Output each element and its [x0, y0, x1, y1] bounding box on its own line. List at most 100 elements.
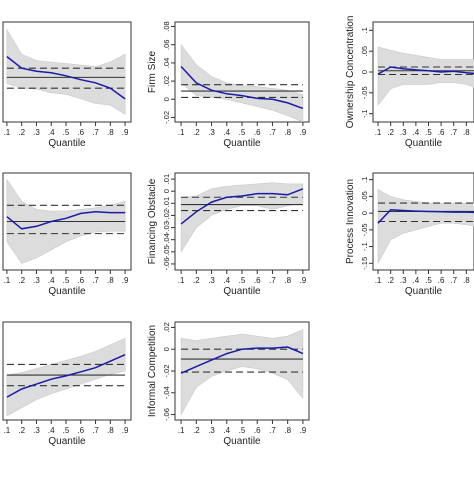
confidence-band [180, 182, 304, 253]
x-tick-label: .5 [239, 426, 246, 435]
quantile-estimate-line [6, 211, 126, 230]
x-tick-label: .9 [300, 426, 307, 435]
x-tick-label: .6 [77, 426, 84, 435]
confidence-band [180, 43, 304, 122]
x-tick-label: .7 [269, 128, 276, 137]
x-tick-label: .6 [77, 128, 84, 137]
x-tick-label: .6 [77, 276, 84, 285]
panel-data-layer [6, 28, 126, 115]
x-axis-title: Quantile [405, 138, 443, 149]
x-tick-label: .8 [107, 426, 114, 435]
y-tick-label: .01 [162, 174, 171, 184]
x-tick-label: .2 [18, 128, 25, 137]
y-tick-label: -.02 [162, 365, 171, 378]
x-tick-label: .8 [284, 128, 291, 137]
x-tick-label: .9 [122, 426, 129, 435]
confidence-band [377, 46, 474, 107]
x-tick-label: .1 [4, 276, 11, 285]
x-tick-label: .6 [254, 128, 261, 137]
y-tick-label: -.1 [360, 242, 369, 251]
y-tick-label: -.15 [360, 257, 369, 270]
quantile-panel-7: .1 .2 .3 .4 .5 .6 .7 .8 .9 Quantile [2, 321, 132, 447]
x-tick-label: .1 [375, 128, 382, 137]
x-tick-label: .5 [425, 276, 432, 285]
x-tick-label: .6 [254, 426, 261, 435]
y-tick-label: -.1 [360, 109, 369, 118]
quantile-estimate-line [377, 209, 474, 224]
y-tick-label: .02 [162, 322, 171, 332]
x-tick-label: .2 [387, 128, 394, 137]
x-tick-label: .4 [48, 276, 55, 285]
x-tick-label: .7 [269, 426, 276, 435]
x-tick-label: .8 [284, 426, 291, 435]
panel-data-layer [180, 43, 304, 122]
x-tick-label: .7 [92, 426, 99, 435]
panel-data-layer [180, 182, 304, 253]
quantile-estimate-line [377, 66, 474, 75]
x-tick-label: .2 [18, 276, 25, 285]
x-tick-label: .5 [63, 276, 70, 285]
x-tick-label: .3 [208, 276, 215, 285]
x-tick-label: .1 [4, 426, 11, 435]
y-axis-title: Ownership Concentration [345, 16, 356, 129]
panel-data-layer [180, 329, 304, 416]
y-tick-label: -.02 [162, 209, 171, 222]
x-tick-label: .7 [269, 276, 276, 285]
x-tick-label: .4 [413, 276, 420, 285]
x-tick-label: .3 [33, 128, 40, 137]
x-tick-label: .4 [413, 128, 420, 137]
x-tick-label: .9 [122, 276, 129, 285]
panel-data-layer [377, 46, 474, 107]
quantile-panel-5: .1.2.3.4.5.6.7.8.9Quantile-.06-.05-.04-.… [147, 172, 310, 297]
y-tick-label: 0 [162, 189, 171, 193]
y-tick-label: -.01 [162, 197, 171, 210]
x-tick-label: .3 [400, 128, 407, 137]
x-tick-label: .2 [193, 276, 200, 285]
x-tick-label: .7 [92, 128, 99, 137]
x-axis-title: Quantile [223, 436, 261, 447]
x-axis-title: Quantile [223, 286, 261, 297]
x-tick-label: .3 [33, 426, 40, 435]
x-tick-label: .1 [178, 128, 185, 137]
x-tick-label: .5 [63, 426, 70, 435]
y-tick-label: .02 [162, 76, 171, 86]
x-tick-label: .4 [223, 426, 230, 435]
y-tick-label: .05 [360, 46, 369, 56]
y-tick-label: -.06 [162, 408, 171, 421]
quantile-panel-6: .1 .2 .3 .4 .5 .6 .7 .8 Quantile -.15 -.1 -.05 0 .05.… [345, 172, 474, 297]
x-tick-label: .8 [463, 276, 470, 285]
x-tick-label: .9 [122, 128, 129, 137]
x-tick-label: .4 [223, 128, 230, 137]
quantile-panel-8: .1 .2 .3 .4 .5 .6 .7 .8 .9 Quantile -.06 -.04 -.02 0.… [147, 321, 310, 447]
x-tick-label: .2 [18, 426, 25, 435]
x-axis-title: Quantile [48, 138, 86, 149]
x-tick-label: .3 [208, 128, 215, 137]
x-tick-label: .2 [193, 426, 200, 435]
quantile-estimate-line [6, 354, 126, 398]
y-tick-label: -.02 [162, 111, 171, 124]
y-tick-label: -.06 [162, 257, 171, 270]
panel-data-layer [6, 337, 126, 417]
x-tick-label: .6 [438, 128, 445, 137]
y-tick-label: -.05 [360, 223, 369, 236]
x-tick-label: .1 [178, 426, 185, 435]
x-tick-label: .9 [300, 276, 307, 285]
x-tick-label: .4 [223, 276, 230, 285]
x-tick-label: .7 [92, 276, 99, 285]
x-tick-label: .5 [425, 128, 432, 137]
x-tick-label: .8 [107, 276, 114, 285]
x-tick-label: .9 [300, 128, 307, 137]
y-tick-label: -.05 [162, 245, 171, 258]
y-tick-label: 0 [162, 97, 171, 101]
confidence-band [377, 189, 474, 264]
panel-data-layer [6, 178, 126, 264]
y-axis-title: Firm Size [147, 50, 158, 93]
x-axis-title: Quantile [48, 436, 86, 447]
x-tick-label: .4 [48, 426, 55, 435]
y-tick-label: .08 [162, 21, 171, 31]
y-tick-label: .05 [360, 191, 369, 201]
panel-data-layer [377, 189, 474, 264]
y-tick-label: .1 [360, 177, 369, 183]
